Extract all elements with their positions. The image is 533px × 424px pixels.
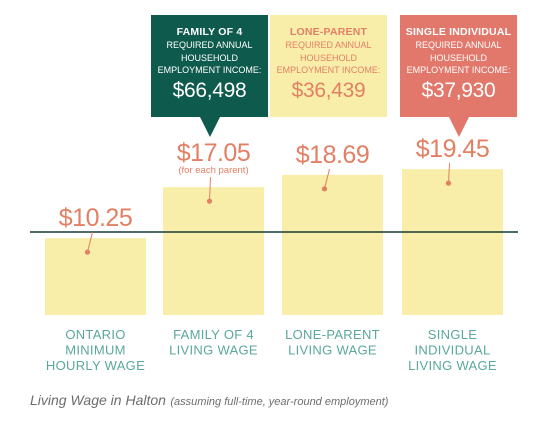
value-connector xyxy=(448,163,450,184)
category-label: LIVING WAGE xyxy=(288,343,377,358)
bar xyxy=(45,238,146,315)
value-dot xyxy=(445,180,452,186)
bar-value-label: $18.69 xyxy=(296,141,369,169)
value-dot xyxy=(84,249,91,255)
callout-desc-line: REQUIRED ANNUAL xyxy=(166,40,253,50)
value-connector xyxy=(324,168,330,189)
family-of-4-callout: FAMILY OF 4 REQUIRED ANNUAL HOUSEHOLD EM… xyxy=(151,15,268,137)
bar xyxy=(282,174,383,315)
category-label: ONTARIO xyxy=(65,327,125,342)
callout-amount: $66,498 xyxy=(172,78,247,102)
callout-title: SINGLE INDIVIDUAL xyxy=(405,26,512,38)
category-label: LIVING WAGE xyxy=(169,343,258,358)
category-label: LIVING WAGE xyxy=(408,358,497,373)
category-label: SINGLE xyxy=(428,327,478,342)
value-dot xyxy=(321,186,328,192)
callout-desc-line: EMPLOYMENT INCOME: xyxy=(406,65,511,75)
callout-desc-line: REQUIRED ANNUAL xyxy=(415,40,502,50)
callout-desc-line: HOUSEHOLD xyxy=(180,52,238,63)
callout-desc-line: HOUSEHOLD xyxy=(299,52,357,63)
callout-pointer xyxy=(448,117,469,137)
value-connector xyxy=(209,177,211,202)
callout-amount: $37,930 xyxy=(421,78,496,102)
callout-desc-line: EMPLOYMENT INCOME: xyxy=(276,65,381,75)
category-label: HOURLY WAGE xyxy=(46,358,145,373)
category-label: MINIMUM xyxy=(65,343,126,358)
bar-value-note: (for each parent) xyxy=(178,165,248,176)
category-label: INDIVIDUAL xyxy=(415,343,491,358)
single-individual-callout: SINGLE INDIVIDUAL REQUIRED ANNUAL HOUSEH… xyxy=(400,15,517,137)
caption-note: (assuming full-time, year-round employme… xyxy=(170,396,389,408)
callout-amount: $36,439 xyxy=(291,78,366,102)
bar xyxy=(402,169,503,315)
bar-value-label: $10.25 xyxy=(59,204,132,232)
chart-caption: Living Wage in Halton (assuming full-tim… xyxy=(30,392,388,410)
bar xyxy=(163,187,264,315)
callout-title: FAMILY OF 4 xyxy=(176,26,243,38)
callout-desc-line: REQUIRED ANNUAL xyxy=(285,40,372,50)
category-label: FAMILY OF 4 xyxy=(173,327,254,342)
value-connector xyxy=(87,232,93,253)
caption-main: Living Wage in Halton xyxy=(30,392,166,408)
bar-value-label: $17.05 xyxy=(177,139,250,167)
bar-value-label: $19.45 xyxy=(416,135,489,163)
value-dot xyxy=(206,198,213,204)
category-label: LONE-PARENT xyxy=(285,327,380,342)
callout-title: LONE-PARENT xyxy=(289,26,368,38)
callout-pointer xyxy=(199,117,220,137)
lone-parent-callout: LONE-PARENT REQUIRED ANNUAL HOUSEHOLD EM… xyxy=(270,15,387,117)
callout-desc-line: EMPLOYMENT INCOME: xyxy=(157,65,262,75)
callout-desc-line: HOUSEHOLD xyxy=(429,52,487,63)
